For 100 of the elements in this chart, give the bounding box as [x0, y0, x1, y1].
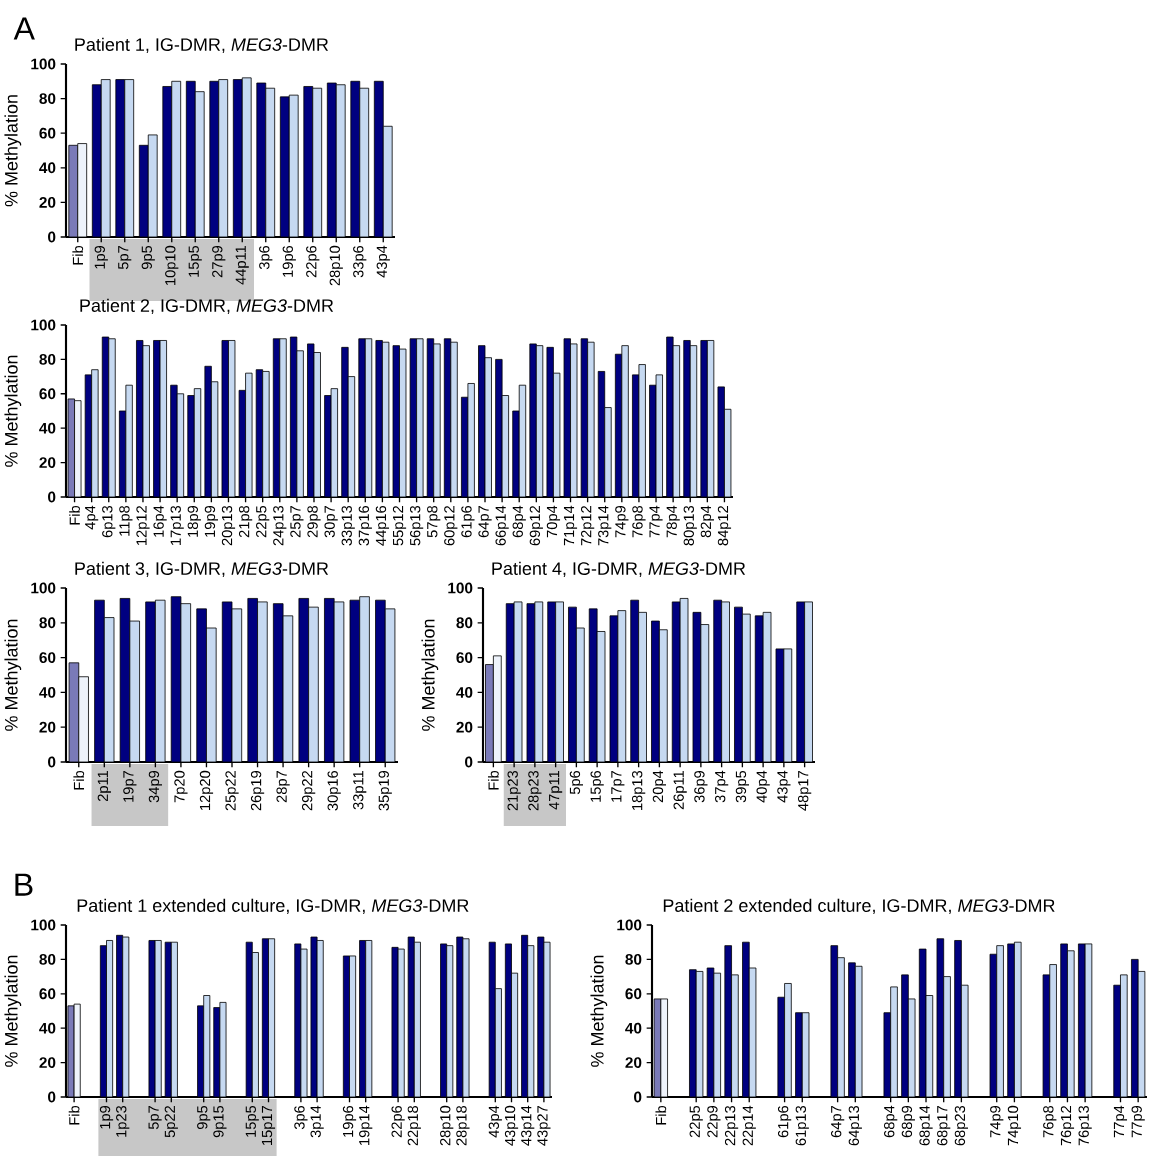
- x-tick-label: 61p6: [777, 1105, 792, 1138]
- x-tick-label: 33p6: [353, 245, 367, 278]
- x-tick-label: 19p6: [342, 1105, 357, 1137]
- y-tick-label: 80: [39, 617, 56, 629]
- x-tick-label: 17p13: [170, 505, 184, 545]
- x-tick-label: 27p9: [212, 245, 226, 278]
- x-tick-label: 10p10: [165, 245, 179, 285]
- x-tick-label: 24p13: [273, 505, 287, 546]
- x-tick-label: 60p12: [444, 506, 458, 546]
- y-tick-label: 40: [625, 1022, 642, 1034]
- x-tick-label: 1p23: [116, 1105, 130, 1137]
- chart-title: Patient 1, IG-DMR, MEG3-DMR: [75, 37, 329, 54]
- y-tick-label: 0: [48, 491, 56, 503]
- x-tick-label: 40p4: [756, 770, 770, 803]
- y-tick-label: 60: [625, 988, 642, 1000]
- y-tick-label: 60: [39, 652, 56, 664]
- x-tick-label: 78p4: [666, 505, 680, 538]
- x-tick-label: 30p7: [324, 506, 338, 538]
- y-axis-title: % Methylation: [421, 619, 439, 731]
- x-tick-label: 76p8: [1043, 1105, 1057, 1138]
- x-tick-label: 19p7: [123, 771, 137, 802]
- x-tick-label: 11p8: [119, 505, 133, 536]
- x-tick-label: 21p23: [507, 770, 521, 811]
- chart-title: Patient 2, IG-DMR, MEG3-DMR: [80, 298, 334, 315]
- x-tick-label: Fib: [73, 770, 85, 790]
- y-tick-label: 100: [617, 919, 642, 931]
- chart-title: Patient 3, IG-DMR, MEG3-DMR: [75, 561, 329, 578]
- y-axis-title: % Methylation: [4, 955, 22, 1067]
- y-tick-label: 40: [39, 1022, 56, 1034]
- y-tick-label: 20: [39, 1057, 56, 1069]
- x-tick-label: 28p10: [329, 245, 343, 286]
- y-tick-label: 100: [31, 319, 56, 331]
- x-tick-label: 33p11: [353, 770, 367, 810]
- x-tick-label: 33p13: [341, 505, 355, 546]
- x-tick-label: 22p5: [256, 505, 270, 538]
- y-axis-title: % Methylation: [4, 619, 22, 731]
- x-tick-label: 77p9: [1131, 1105, 1145, 1138]
- x-tick-label: 28p10: [440, 1105, 454, 1146]
- x-tick-label: 68p9: [901, 1105, 915, 1138]
- x-tick-label: 76p13: [1078, 1105, 1092, 1146]
- x-tick-label: 64p7: [831, 1106, 845, 1138]
- chart-title: Patient 4, IG-DMR, MEG3-DMR: [492, 561, 746, 578]
- x-tick-label: 55p12: [392, 506, 407, 546]
- x-tick-label: 44p16: [375, 505, 390, 546]
- x-tick-label: 71p14: [563, 505, 578, 546]
- x-tick-label: 43p4: [488, 1105, 502, 1138]
- x-tick-label: 44p11: [235, 245, 249, 285]
- x-tick-label: 29p8: [307, 505, 321, 538]
- x-tick-label: 43p27: [537, 1106, 551, 1146]
- x-tick-label: 22p6: [306, 245, 320, 278]
- x-tick-label: 77p4: [1113, 1105, 1128, 1138]
- x-tick-label: 57p8: [427, 505, 441, 538]
- x-tick-label: 35p19: [378, 770, 392, 811]
- x-tick-label: 9p15: [213, 1105, 227, 1138]
- x-tick-label: 5p7: [118, 246, 132, 270]
- x-tick-label: 73p14: [598, 505, 612, 546]
- x-tick-label: 28p23: [528, 770, 542, 811]
- x-tick-label: Fib: [69, 505, 80, 525]
- x-tick-label: 19p6: [282, 245, 296, 277]
- x-tick-label: Fib: [655, 1105, 667, 1125]
- x-tick-label: 72p12: [581, 506, 595, 546]
- y-axis-title: % Methylation: [590, 955, 608, 1067]
- x-tick-label: 3p6: [259, 245, 273, 270]
- x-tick-label: 22p14: [742, 1105, 756, 1146]
- y-tick-label: 60: [39, 988, 56, 1000]
- x-tick-label: 74p9: [990, 1105, 1004, 1138]
- x-tick-label: 15p5: [245, 1105, 259, 1137]
- x-tick-label: 56p13: [409, 505, 424, 546]
- x-tick-label: 22p13: [724, 1105, 739, 1146]
- x-tick-label: 22p9: [707, 1105, 721, 1138]
- y-tick-label: 40: [456, 686, 473, 698]
- x-tick-label: 16p4: [153, 505, 167, 537]
- x-tick-label: 66p14: [495, 505, 509, 546]
- x-tick-label: 20p4: [652, 770, 667, 803]
- x-tick-label: 20p13: [221, 505, 236, 546]
- y-tick-label: 100: [448, 582, 473, 594]
- x-tick-label: 64p13: [848, 1105, 862, 1146]
- y-tick-label: 80: [625, 953, 642, 965]
- x-tick-label: 43p10: [504, 1105, 519, 1146]
- y-tick-label: 20: [456, 721, 473, 733]
- x-tick-label: 15p5: [188, 245, 202, 277]
- x-tick-label: 68p4: [884, 1105, 898, 1138]
- y-tick-label: 40: [39, 686, 56, 698]
- x-tick-label: 47p11: [549, 770, 563, 810]
- x-tick-label: 15p17: [261, 1106, 276, 1145]
- y-axis-title: % Methylation: [4, 355, 22, 467]
- x-tick-label: 30p16: [327, 770, 341, 811]
- y-tick-label: 100: [31, 919, 56, 931]
- x-tick-label: 22p18: [407, 1105, 421, 1146]
- y-tick-label: 80: [39, 953, 56, 965]
- x-tick-label: 3p6: [294, 1105, 308, 1130]
- y-tick-label: 20: [39, 721, 56, 733]
- y-tick-label: 0: [48, 756, 56, 768]
- x-tick-label: 61p13: [795, 1105, 809, 1146]
- x-tick-label: Fib: [72, 245, 84, 265]
- x-tick-label: 1p9: [99, 1105, 114, 1129]
- x-tick-label: 6p13: [102, 505, 116, 538]
- x-tick-label: 61p6: [461, 505, 475, 538]
- y-tick-label: 80: [39, 93, 56, 105]
- x-tick-label: 5p7: [148, 1106, 162, 1130]
